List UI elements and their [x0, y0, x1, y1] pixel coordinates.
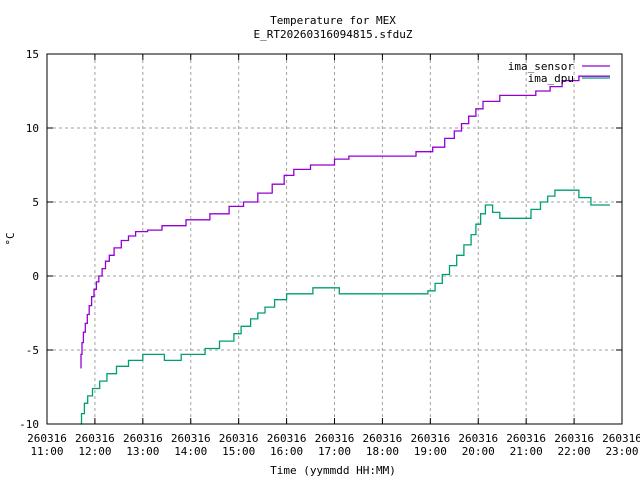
legend-label: ima_sensor	[508, 60, 575, 73]
x-tick-label-time: 19:00	[414, 445, 447, 458]
y-tick-label: 0	[32, 270, 39, 283]
x-tick-label-date: 260316	[267, 432, 307, 445]
x-tick-label-time: 11:00	[30, 445, 63, 458]
chart-title: Temperature for MEX	[270, 14, 396, 27]
axis-ticks: 26031611:0026031612:0026031613:002603161…	[19, 48, 640, 458]
y-tick-label: 15	[26, 48, 39, 61]
x-tick-label-date: 260316	[219, 432, 259, 445]
x-tick-label-date: 260316	[506, 432, 546, 445]
x-tick-label-time: 15:00	[222, 445, 255, 458]
x-tick-label-date: 260316	[363, 432, 403, 445]
grid	[47, 54, 622, 424]
y-tick-label: -5	[26, 344, 39, 357]
series-group	[80, 75, 610, 425]
x-tick-label-time: 20:00	[462, 445, 495, 458]
x-tick-label-date: 260316	[602, 432, 640, 445]
x-tick-label-time: 13:00	[126, 445, 159, 458]
x-axis-label: Time (yymmdd HH:MM)	[270, 464, 396, 477]
x-tick-label-date: 260316	[123, 432, 163, 445]
x-tick-label-time: 17:00	[318, 445, 351, 458]
x-tick-label-time: 22:00	[558, 445, 591, 458]
x-tick-label-time: 14:00	[174, 445, 207, 458]
y-tick-label: -10	[19, 418, 39, 431]
series-line-ima-dpu	[80, 189, 610, 425]
x-tick-label-time: 21:00	[510, 445, 543, 458]
series-line-ima-sensor	[80, 75, 610, 369]
x-tick-label-date: 260316	[27, 432, 67, 445]
x-tick-label-date: 260316	[315, 432, 355, 445]
x-tick-label-date: 260316	[75, 432, 115, 445]
x-tick-label-time: 12:00	[78, 445, 111, 458]
x-tick-label-time: 18:00	[366, 445, 399, 458]
chart-subtitle: E_RT20260316094815.sfduZ	[254, 28, 413, 41]
x-tick-label-date: 260316	[554, 432, 594, 445]
y-axis-label: °C	[4, 232, 17, 245]
x-tick-label-date: 260316	[171, 432, 211, 445]
x-tick-label-date: 260316	[458, 432, 498, 445]
y-tick-label: 5	[32, 196, 39, 209]
x-tick-label-time: 16:00	[270, 445, 303, 458]
y-tick-label: 10	[26, 122, 39, 135]
x-tick-label-time: 23:00	[605, 445, 638, 458]
legend-label: ima_dpu	[528, 72, 574, 85]
x-tick-label-date: 260316	[410, 432, 450, 445]
